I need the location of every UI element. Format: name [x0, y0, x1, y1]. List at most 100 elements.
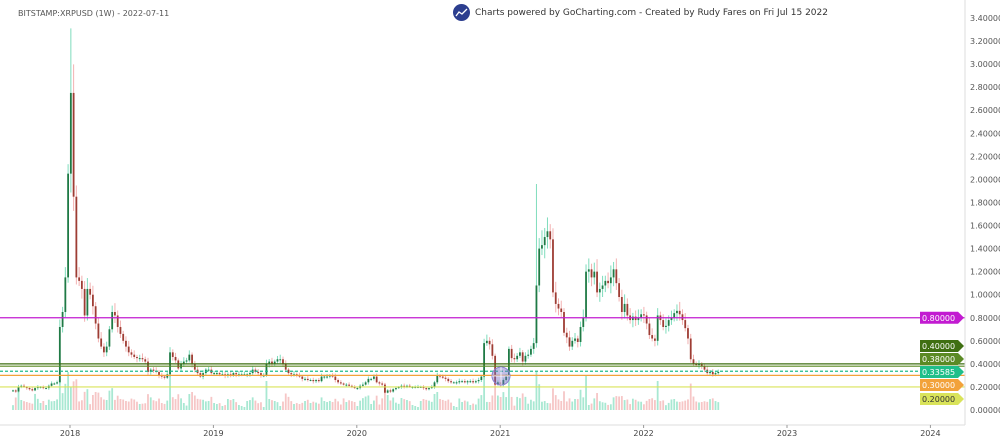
candle-body	[673, 313, 676, 318]
volume-bar	[593, 398, 596, 410]
candle-body	[513, 358, 516, 360]
price-tag: 0.33585	[920, 366, 964, 378]
candle-body	[620, 297, 623, 312]
candle-body	[273, 361, 276, 364]
volume-bar	[306, 399, 309, 410]
volume-bar	[287, 396, 290, 410]
gocharting-logo-icon	[453, 4, 470, 21]
volume-bar	[441, 399, 444, 410]
candle-body	[185, 360, 188, 362]
candle-body	[69, 92, 72, 174]
volume-bar	[326, 402, 328, 410]
volume-bar	[505, 397, 508, 410]
candle-body	[122, 333, 125, 341]
candle-body	[301, 376, 304, 379]
volume-bar	[169, 372, 171, 410]
candle-body	[692, 359, 695, 364]
volume-bar	[105, 400, 108, 410]
candle-body	[246, 374, 249, 376]
candle-body	[524, 355, 527, 362]
price-tick-label: 2.00000	[970, 175, 1000, 184]
volume-bar	[188, 394, 191, 410]
candle-body	[356, 388, 359, 390]
volume-bar	[389, 400, 392, 410]
candle-body	[458, 381, 461, 383]
event-marker[interactable]	[491, 366, 511, 386]
volume-bar	[361, 398, 364, 410]
candle-body	[94, 306, 97, 324]
volume-bar	[552, 388, 554, 410]
volume-bar	[417, 407, 419, 410]
volume-bar	[623, 400, 626, 410]
volume-bar	[461, 402, 463, 410]
price-tick-label: 0.80000	[970, 314, 1000, 323]
chart-title: BITSTAMP:XRPUSD (1W) - 2022-07-11	[18, 9, 170, 18]
volume-bar	[45, 405, 47, 410]
volume-bar	[284, 393, 287, 410]
volume-bar	[238, 405, 240, 410]
volume-bar	[301, 402, 304, 410]
candle-body	[538, 248, 541, 286]
volume-bar	[262, 407, 265, 410]
candle-body	[703, 366, 706, 370]
candle-body	[598, 288, 601, 293]
candle-body	[276, 359, 279, 362]
volume-bar	[174, 399, 177, 410]
volume-bar	[130, 398, 133, 410]
volume-bar	[378, 404, 381, 410]
volume-bar	[576, 399, 579, 410]
volume-bar	[229, 400, 232, 410]
candle-body	[287, 369, 290, 374]
candle-body	[477, 380, 480, 382]
candle-body	[34, 388, 36, 391]
candle-body	[488, 340, 491, 345]
volume-bar	[560, 400, 563, 410]
candle-body	[587, 269, 590, 272]
volume-bar	[273, 401, 276, 410]
candle-body	[138, 358, 141, 360]
volume-bar	[604, 402, 607, 410]
candle-body	[714, 373, 717, 375]
volume-bar	[436, 392, 439, 410]
candle-body	[144, 359, 147, 362]
volume-bar	[408, 401, 411, 410]
volume-bar	[447, 399, 450, 410]
price-tag-bg	[920, 340, 964, 352]
volume-bar	[207, 401, 210, 410]
volume-bar	[700, 402, 703, 410]
volume-bar	[521, 393, 524, 410]
candle-body	[700, 363, 703, 367]
time-tick-label: 2019	[203, 429, 223, 438]
time-tick-label: 2020	[347, 429, 367, 438]
volume-bar	[317, 403, 320, 410]
candle-body	[667, 320, 670, 326]
price-tag: 0.38000	[920, 353, 964, 365]
volume-bar	[546, 403, 549, 410]
candle-body	[249, 373, 251, 375]
time-tick-label: 2023	[777, 429, 797, 438]
horizontal-levels	[0, 317, 965, 388]
price-tag-label: 0.40000	[922, 342, 955, 351]
credit-banner[interactable]: Charts powered by GoCharting.com - Creat…	[453, 4, 828, 21]
volume-bar	[290, 401, 293, 410]
candle-body	[105, 346, 108, 353]
volume-bar	[61, 393, 64, 410]
volume-bar	[34, 393, 36, 410]
price-axis: 0.00000 0.20000 0.40000 0.60000 0.80000 1.000…	[970, 14, 1000, 415]
candle-body	[320, 376, 323, 382]
candle-body	[91, 294, 94, 307]
candle-body	[571, 340, 574, 347]
candle-body	[491, 344, 494, 356]
volume-bar	[428, 400, 430, 410]
candle-body	[89, 288, 92, 295]
candle-body	[257, 371, 260, 374]
candle-body	[389, 390, 392, 392]
candle-body	[505, 376, 508, 381]
candle-body	[130, 352, 133, 355]
volume-bar	[538, 384, 541, 410]
volume-bar	[450, 402, 452, 410]
volume-bar	[637, 401, 640, 410]
candle-body	[485, 340, 488, 344]
volume-bar	[69, 386, 72, 410]
